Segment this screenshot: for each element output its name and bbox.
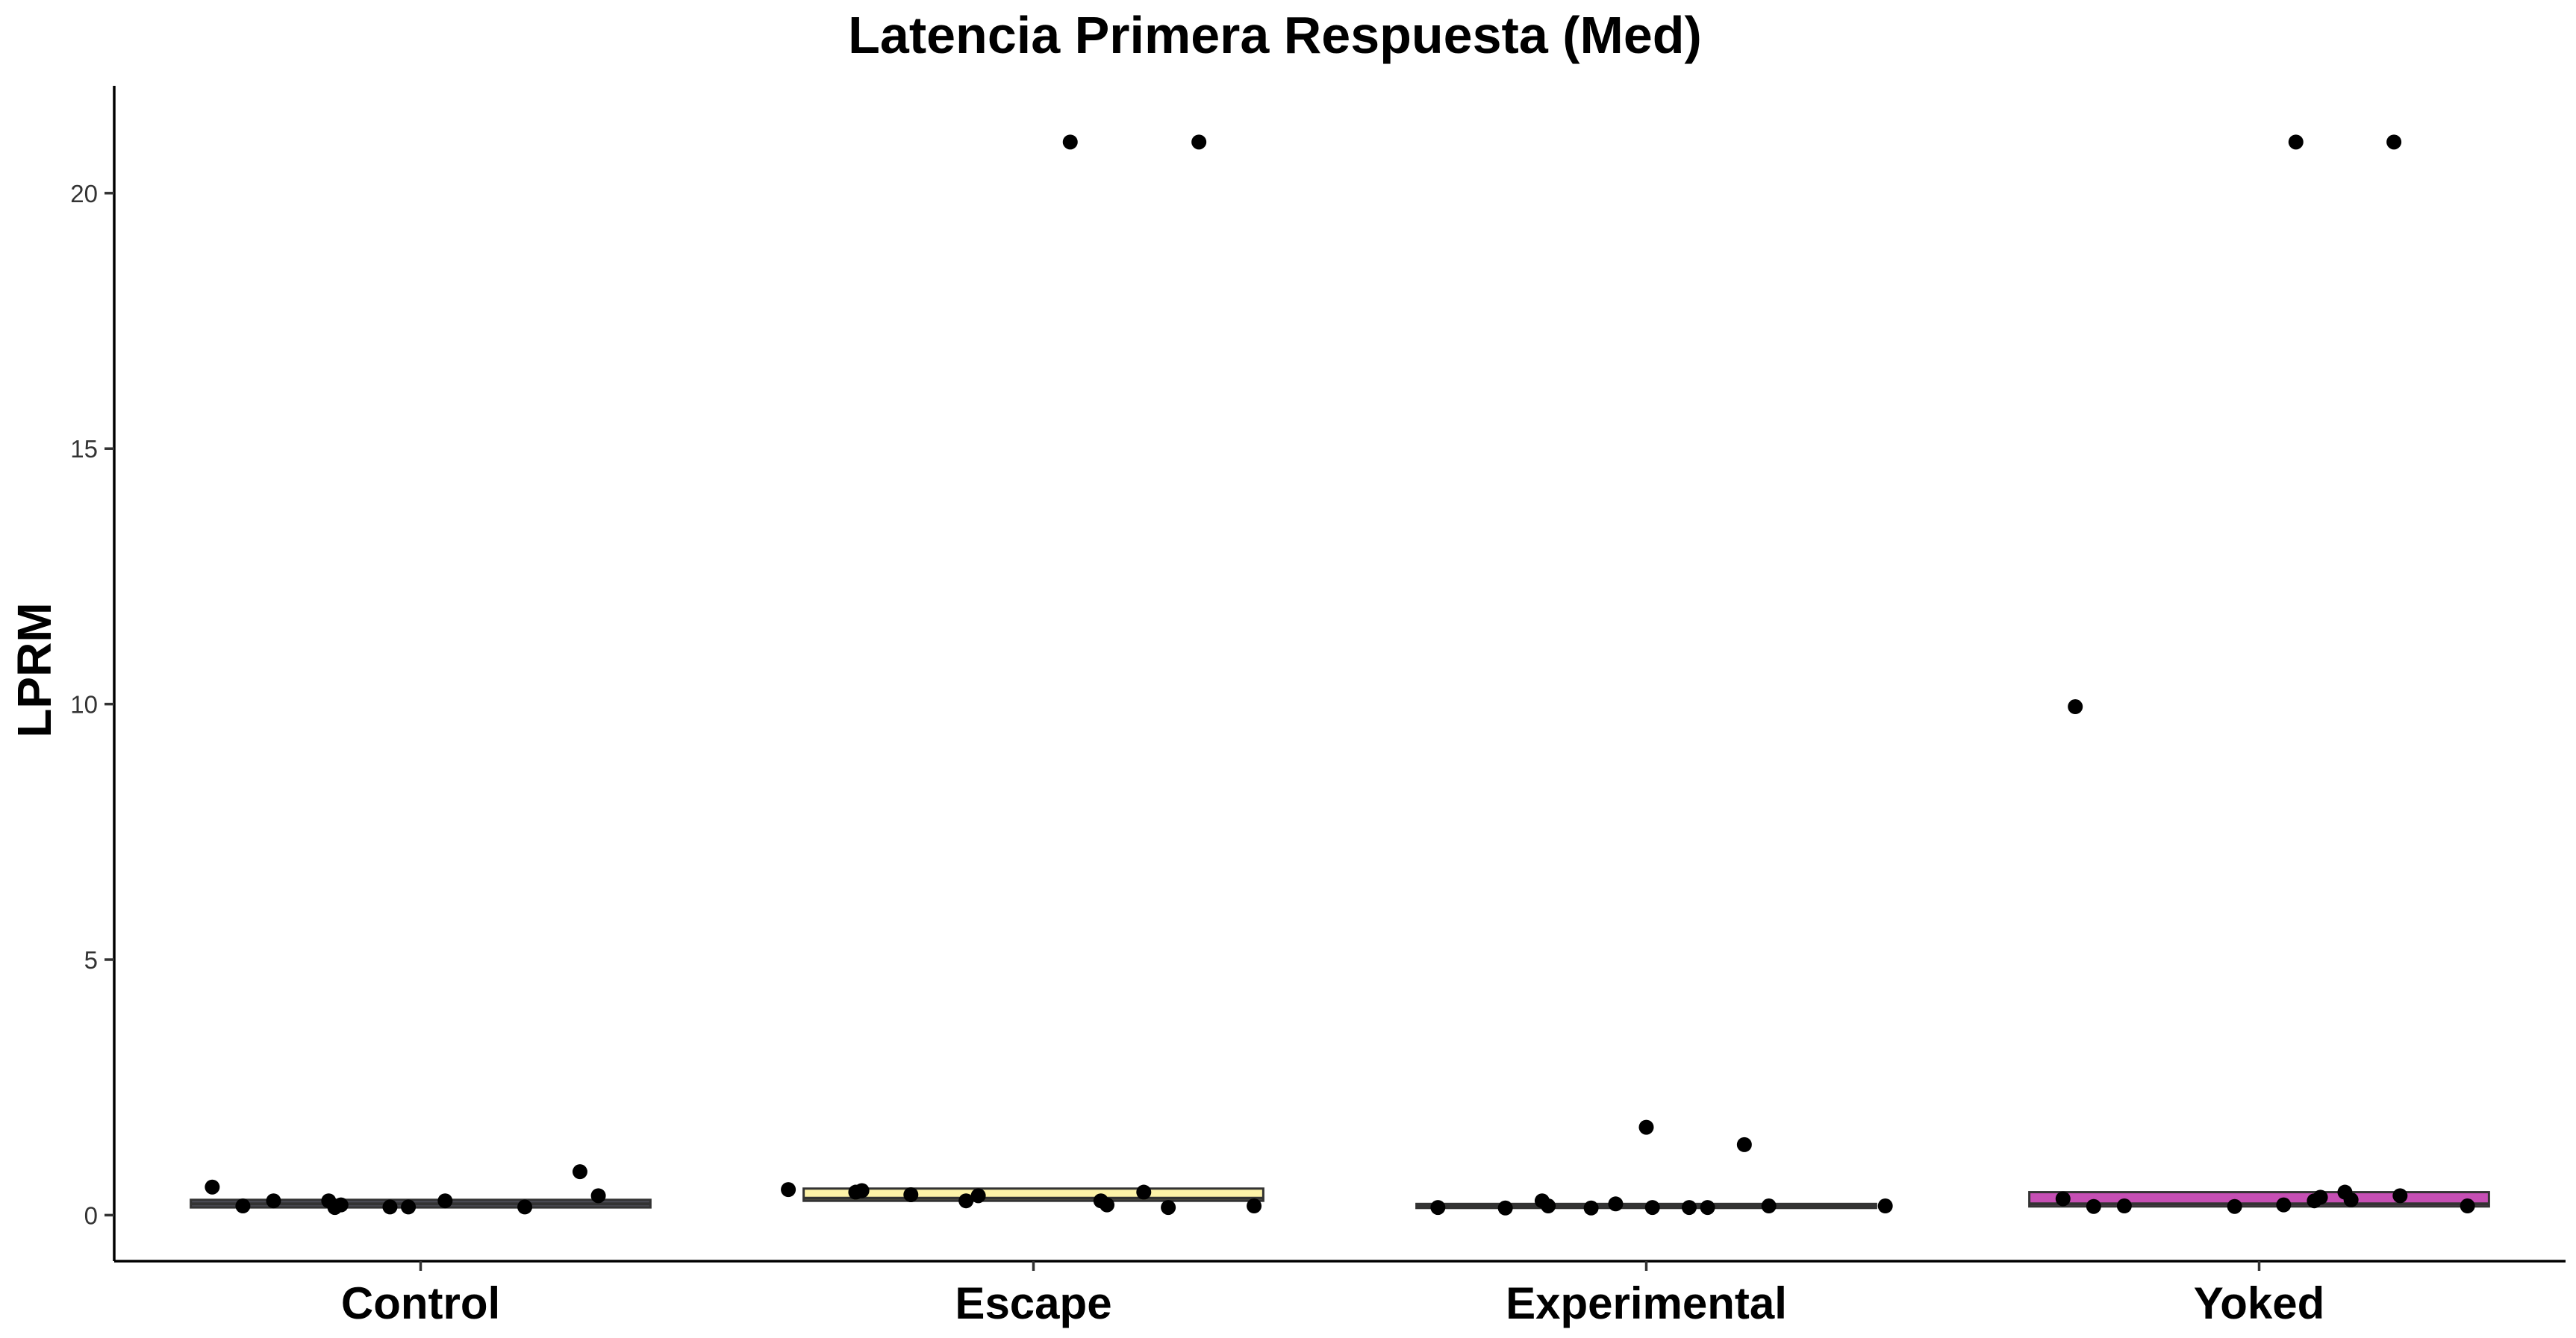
data-point-control xyxy=(382,1199,398,1215)
data-point-yoked xyxy=(2086,1198,2101,1214)
data-point-experimental xyxy=(1644,1200,1660,1216)
data-point-yoked xyxy=(2288,134,2304,150)
data-point-escape xyxy=(1136,1184,1152,1200)
data-point-escape xyxy=(1100,1197,1115,1213)
data-point-yoked xyxy=(2227,1198,2242,1214)
data-point-yoked xyxy=(2343,1192,2359,1207)
data-point-experimental xyxy=(1700,1200,1715,1216)
data-point-control xyxy=(590,1188,606,1204)
y-axis-label: LPRM xyxy=(7,602,61,737)
data-point-experimental xyxy=(1877,1198,1893,1214)
data-point-yoked xyxy=(2055,1191,2071,1207)
y-tick-label: 5 xyxy=(84,946,98,974)
data-point-experimental xyxy=(1736,1137,1752,1152)
data-point-experimental xyxy=(1681,1200,1697,1216)
data-point-escape xyxy=(1062,134,1078,150)
chart-title: Latencia Primera Respuesta (Med) xyxy=(848,6,1702,64)
y-tick-label: 20 xyxy=(70,180,98,207)
data-point-yoked xyxy=(2386,134,2402,150)
data-point-escape xyxy=(1161,1200,1176,1216)
data-point-experimental xyxy=(1761,1198,1777,1214)
y-tick-label: 15 xyxy=(70,435,98,463)
data-point-escape xyxy=(903,1187,919,1202)
data-point-escape xyxy=(970,1188,986,1204)
data-point-yoked xyxy=(2116,1198,2132,1214)
data-point-yoked xyxy=(2276,1197,2292,1213)
data-point-control xyxy=(266,1193,281,1209)
data-point-yoked xyxy=(2313,1189,2328,1205)
x-tick-label: Experimental xyxy=(1506,1278,1787,1328)
data-point-control xyxy=(437,1193,453,1209)
data-point-control xyxy=(235,1198,251,1214)
data-point-experimental xyxy=(1497,1200,1513,1216)
data-point-escape xyxy=(958,1193,974,1209)
data-point-yoked xyxy=(2068,699,2083,715)
x-tick-label: Yoked xyxy=(2194,1278,2325,1328)
data-point-yoked xyxy=(2460,1198,2475,1214)
data-point-control xyxy=(401,1199,417,1215)
data-point-yoked xyxy=(2392,1188,2408,1204)
data-point-control xyxy=(572,1164,587,1180)
data-point-control xyxy=(333,1197,349,1213)
y-tick-label: 10 xyxy=(70,691,98,719)
data-point-experimental xyxy=(1638,1119,1654,1135)
x-tick-label: Control xyxy=(341,1278,500,1328)
data-point-escape xyxy=(781,1182,796,1198)
data-point-control xyxy=(517,1199,533,1215)
data-point-escape xyxy=(1247,1198,1262,1214)
data-point-escape xyxy=(1191,134,1207,150)
data-point-control xyxy=(205,1179,220,1195)
x-tick-label: Escape xyxy=(955,1278,1111,1328)
data-point-experimental xyxy=(1541,1198,1556,1214)
plot-area: 0 5 10 15 20 Control Escape Experimental Yoked xyxy=(70,86,2566,1328)
data-point-experimental xyxy=(1608,1196,1624,1212)
data-point-experimental xyxy=(1430,1200,1446,1216)
data-point-escape xyxy=(854,1183,870,1198)
data-point-experimental xyxy=(1583,1200,1599,1216)
y-tick-label: 0 xyxy=(84,1201,98,1229)
